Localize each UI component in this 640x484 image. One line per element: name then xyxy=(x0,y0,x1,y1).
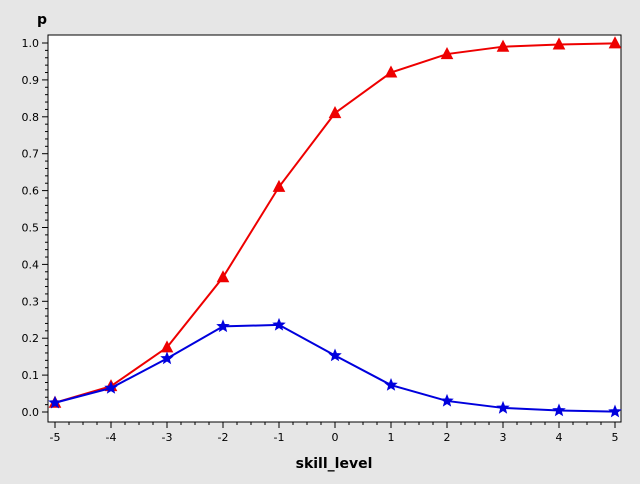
plot-area xyxy=(47,34,622,423)
star-marker xyxy=(272,317,286,331)
y-axis: 0.0 0.1 0.2 0.3 0.4 0.5 0.6 0.7 0.8 0.9 1.0 xyxy=(22,37,48,419)
triangle-marker xyxy=(440,46,454,60)
star-marker xyxy=(384,377,398,391)
star-marker xyxy=(608,404,622,418)
x-tick-label: -2 xyxy=(218,431,229,444)
y-tick-label: 1.0 xyxy=(22,37,40,50)
x-axis: -5 -4 -3 -2 -1 0 1 2 3 4 5 xyxy=(50,422,619,444)
triangle-marker xyxy=(552,37,566,50)
triangle-marker xyxy=(216,270,230,283)
star-marker xyxy=(552,403,566,417)
triangle-marker xyxy=(384,65,398,78)
y-tick-label: 0.4 xyxy=(22,258,40,271)
x-tick-label: 0 xyxy=(332,431,339,444)
star-marker xyxy=(440,393,454,407)
star-marker xyxy=(496,400,510,414)
x-tick-label: -4 xyxy=(106,431,117,444)
x-tick-label: -3 xyxy=(162,431,173,444)
series-2 xyxy=(48,317,622,418)
triangle-marker xyxy=(272,179,286,192)
triangle-marker xyxy=(608,36,622,49)
x-tick-label: 1 xyxy=(388,431,395,444)
y-tick-label: 0.2 xyxy=(22,332,40,345)
x-tick-label: 5 xyxy=(612,431,619,444)
triangle-marker xyxy=(496,39,510,52)
x-tick-label: -5 xyxy=(50,431,61,444)
star-marker xyxy=(328,348,342,362)
y-tick-label: 0.9 xyxy=(22,74,40,87)
x-tick-label: 3 xyxy=(500,431,507,444)
y-axis-title: p xyxy=(37,12,47,28)
x-tick-label: 4 xyxy=(556,431,563,444)
y-tick-label: 0.6 xyxy=(22,185,40,198)
star-marker xyxy=(48,395,62,409)
x-axis-title: skill_level xyxy=(296,456,373,472)
x-tick-label: -1 xyxy=(274,431,285,444)
y-tick-label: 0.0 xyxy=(22,406,40,419)
star-marker xyxy=(104,380,118,394)
star-marker xyxy=(216,319,230,333)
y-tick-label: 0.3 xyxy=(22,295,40,308)
y-tick-label: 0.8 xyxy=(22,111,40,124)
y-tick-label: 0.7 xyxy=(22,148,40,161)
star-marker xyxy=(160,351,174,365)
y-tick-label: 0.5 xyxy=(22,222,40,235)
y-tick-label: 0.1 xyxy=(22,369,40,382)
series-layer xyxy=(48,36,622,418)
triangle-marker xyxy=(328,106,342,119)
x-tick-label: 2 xyxy=(444,431,451,444)
